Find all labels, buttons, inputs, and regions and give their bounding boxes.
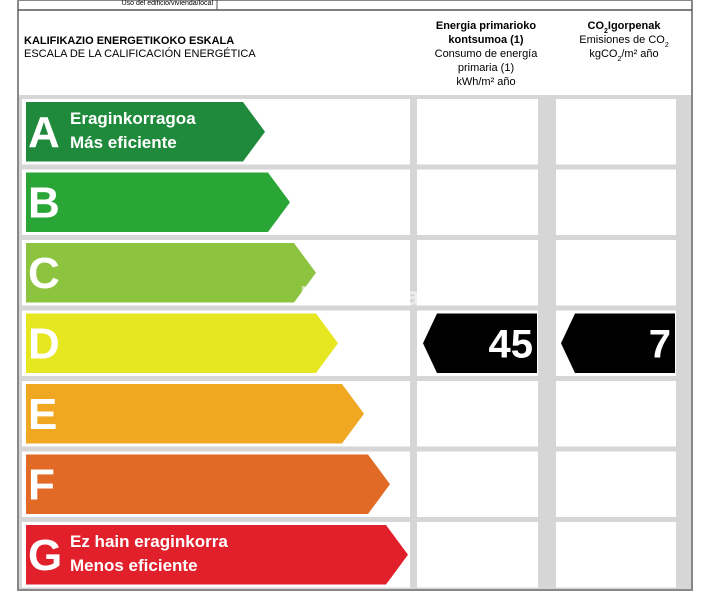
consumption-indicator — [423, 313, 537, 373]
rating-letter: D — [28, 319, 60, 368]
text: kgCO — [589, 48, 618, 60]
scale-subtitle: ESCALA DE LA CALIFICACIÓN ENERGÉTICA — [24, 47, 256, 60]
emissions-cell — [556, 381, 676, 447]
rating-letter: C — [28, 249, 60, 298]
rating-letter: B — [28, 178, 60, 227]
subscript: 2 — [665, 42, 669, 49]
text: CO — [588, 20, 605, 32]
rating-letter: G — [28, 531, 62, 580]
rating-arrow — [26, 102, 265, 162]
rating-letter: F — [28, 460, 55, 509]
emissions-cell — [556, 240, 676, 306]
consumption-unit: kWh/m² año — [456, 76, 515, 88]
rating-arrow — [26, 454, 390, 514]
emissions-value: 7 — [649, 322, 671, 366]
emissions-title: CO2Igorpenak — [588, 20, 662, 35]
consumption-label: primaria (1) — [458, 62, 514, 74]
emissions-label: Emisiones de CO2 — [579, 34, 669, 49]
watermark: habitaclia — [300, 281, 420, 311]
consumption-cell — [417, 451, 538, 517]
rating-label: Ez hain eraginkorra — [70, 532, 228, 551]
consumption-title: kontsumoa (1) — [448, 34, 524, 46]
rating-arrow — [26, 384, 364, 444]
rating-arrow — [26, 172, 290, 232]
consumption-cell — [417, 240, 538, 306]
rating-arrow — [26, 525, 408, 585]
consumption-cell — [417, 169, 538, 235]
rating-label: Eraginkorragoa — [70, 109, 196, 128]
rating-label: Más eficiente — [70, 133, 177, 152]
consumption-title: Energia primarioko — [436, 20, 537, 32]
emissions-cell — [556, 99, 676, 165]
emissions-cell — [556, 451, 676, 517]
rating-letter: E — [28, 390, 57, 439]
subscript: 2 — [617, 56, 621, 63]
emissions-indicator — [561, 313, 675, 373]
text: Emisiones de CO — [579, 34, 665, 46]
consumption-label: Consumo de energía — [435, 48, 539, 60]
scale-title: KALIFIKAZIO ENERGETIKOKO ESKALA — [24, 35, 234, 47]
emissions-unit: kgCO2/m² año — [589, 48, 658, 63]
scale-rows: A Eraginkorragoa Más eficiente BCD 45 7 EFG Ez … — [22, 99, 676, 588]
consumption-cell — [417, 99, 538, 165]
emissions-cell — [556, 522, 676, 588]
consumption-value: 45 — [489, 322, 534, 366]
rating-letter: A — [28, 108, 60, 157]
rating-arrow — [26, 243, 316, 303]
emissions-cell — [556, 169, 676, 235]
text: /m² año — [621, 48, 658, 60]
text: Igorpenak — [608, 20, 661, 32]
rating-label: Menos eficiente — [70, 556, 198, 575]
consumption-cell — [417, 381, 538, 447]
top-strip-label: Uso del edificio/vivienda/local — [122, 0, 214, 7]
rating-arrow — [26, 313, 338, 373]
consumption-cell — [417, 522, 538, 588]
subscript: 2 — [604, 28, 608, 35]
